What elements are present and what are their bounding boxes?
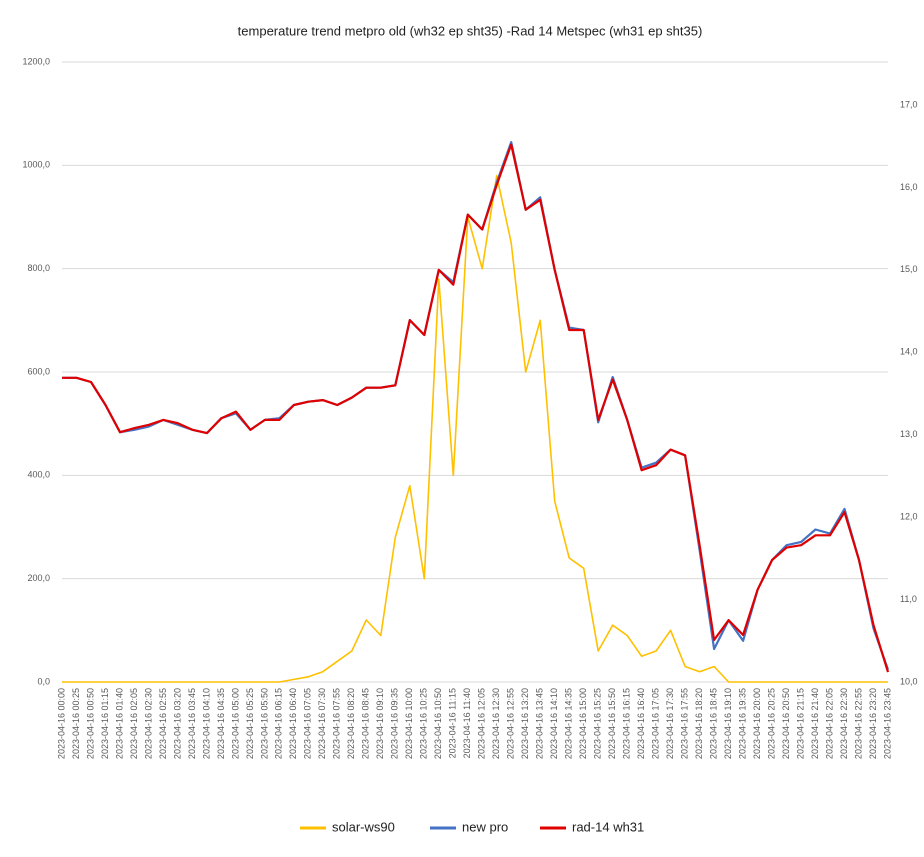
- legend-label: rad-14 wh31: [572, 819, 644, 834]
- x-tick-label: 2023-04-16 04:10: [201, 688, 211, 759]
- x-tick-label: 2023-04-16 12:55: [506, 688, 516, 759]
- x-tick-label: 2023-04-16 22:30: [839, 688, 849, 759]
- x-tick-label: 2023-04-16 07:55: [332, 688, 342, 759]
- x-tick-label: 2023-04-16 02:55: [158, 688, 168, 759]
- x-tick-label: 2023-04-16 09:10: [375, 688, 385, 759]
- x-tick-label: 2023-04-16 19:10: [723, 688, 733, 759]
- x-tick-label: 2023-04-16 08:45: [361, 688, 371, 759]
- x-tick-label: 2023-04-16 21:15: [795, 688, 805, 759]
- y2-tick-label: 11,0: [900, 594, 917, 604]
- x-tick-label: 2023-04-16 17:55: [679, 688, 689, 759]
- x-tick-label: 2023-04-16 23:45: [882, 688, 892, 759]
- x-tick-label: 2023-04-16 06:40: [288, 688, 298, 759]
- series-line: [62, 174, 888, 683]
- y2-tick-label: 14,0: [900, 347, 918, 357]
- x-tick-label: 2023-04-16 18:20: [694, 688, 704, 759]
- x-tick-label: 2023-04-16 01:15: [100, 688, 110, 759]
- x-tick-label: 2023-04-16 20:00: [752, 688, 762, 759]
- x-tick-label: 2023-04-16 15:00: [578, 688, 588, 759]
- y2-tick-label: 12,0: [900, 512, 918, 522]
- x-tick-label: 2023-04-16 22:05: [824, 688, 834, 759]
- x-tick-label: 2023-04-16 16:40: [636, 688, 646, 759]
- x-tick-label: 2023-04-16 07:05: [303, 688, 313, 759]
- x-tick-label: 2023-04-16 13:20: [520, 688, 530, 759]
- y-tick-label: 0,0: [37, 676, 50, 686]
- x-tick-label: 2023-04-16 12:05: [477, 688, 487, 759]
- x-tick-label: 2023-04-16 00:25: [71, 688, 81, 759]
- x-tick-label: 2023-04-16 15:50: [607, 688, 617, 759]
- y2-tick-label: 17,0: [900, 99, 918, 109]
- x-tick-label: 2023-04-16 20:25: [766, 688, 776, 759]
- x-tick-label: 2023-04-16 19:35: [737, 688, 747, 759]
- series-line: [62, 143, 890, 673]
- y2-tick-label: 13,0: [900, 429, 918, 439]
- x-tick-label: 2023-04-16 05:00: [230, 688, 240, 759]
- x-tick-label: 2023-04-16 08:20: [346, 688, 356, 759]
- x-tick-label: 2023-04-16 20:50: [781, 688, 791, 759]
- x-tick-label: 2023-04-16 05:50: [259, 688, 269, 759]
- x-tick-label: 2023-04-16 17:05: [651, 688, 661, 759]
- x-tick-label: 2023-04-16 03:20: [172, 688, 182, 759]
- x-tick-label: 2023-04-16 02:05: [129, 688, 139, 759]
- legend-label: new pro: [462, 819, 508, 834]
- x-tick-label: 2023-04-16 00:00: [56, 688, 66, 759]
- x-tick-label: 2023-04-16 16:15: [622, 688, 632, 759]
- x-tick-label: 2023-04-16 01:40: [114, 688, 124, 759]
- x-tick-label: 2023-04-16 10:50: [433, 688, 443, 759]
- y2-tick-label: 10,0: [900, 676, 918, 686]
- x-tick-label: 2023-04-16 21:40: [810, 688, 820, 759]
- x-tick-label: 2023-04-16 17:30: [665, 688, 675, 759]
- x-tick-label: 2023-04-16 04:35: [216, 688, 226, 759]
- y-tick-label: 400,0: [27, 470, 50, 480]
- x-tick-label: 2023-04-16 13:45: [535, 688, 545, 759]
- x-tick-label: 2023-04-16 12:30: [491, 688, 501, 759]
- legend-label: solar-ws90: [332, 819, 395, 834]
- x-tick-label: 2023-04-16 06:15: [274, 688, 284, 759]
- x-tick-label: 2023-04-16 11:15: [448, 688, 458, 758]
- x-tick-label: 2023-04-16 07:30: [317, 688, 327, 759]
- x-tick-label: 2023-04-16 03:45: [187, 688, 197, 759]
- x-tick-label: 2023-04-16 22:55: [853, 688, 863, 759]
- x-tick-label: 2023-04-16 10:25: [419, 688, 429, 759]
- x-tick-label: 2023-04-16 15:25: [593, 688, 603, 759]
- x-tick-label: 2023-04-16 09:35: [390, 688, 400, 759]
- y-tick-label: 1200,0: [22, 56, 50, 66]
- x-tick-label: 2023-04-16 00:50: [85, 688, 95, 759]
- y-tick-label: 800,0: [27, 263, 50, 273]
- x-tick-label: 2023-04-16 05:25: [245, 688, 255, 759]
- y-tick-label: 600,0: [27, 366, 50, 376]
- x-tick-label: 2023-04-16 02:30: [143, 688, 153, 759]
- x-tick-label: 2023-04-16 18:45: [708, 688, 718, 759]
- y-tick-label: 1000,0: [22, 160, 50, 170]
- x-tick-label: 2023-04-16 23:20: [868, 688, 878, 759]
- x-tick-label: 2023-04-16 11:40: [462, 688, 472, 758]
- y-tick-label: 200,0: [27, 573, 50, 583]
- y2-tick-label: 16,0: [900, 182, 918, 192]
- x-tick-label: 2023-04-16 14:10: [549, 688, 559, 759]
- chart-title: temperature trend metpro old (wh32 ep sh…: [238, 23, 703, 38]
- x-tick-label: 2023-04-16 10:00: [404, 688, 414, 759]
- y2-tick-label: 15,0: [900, 264, 918, 274]
- x-tick-label: 2023-04-16 14:35: [564, 688, 574, 759]
